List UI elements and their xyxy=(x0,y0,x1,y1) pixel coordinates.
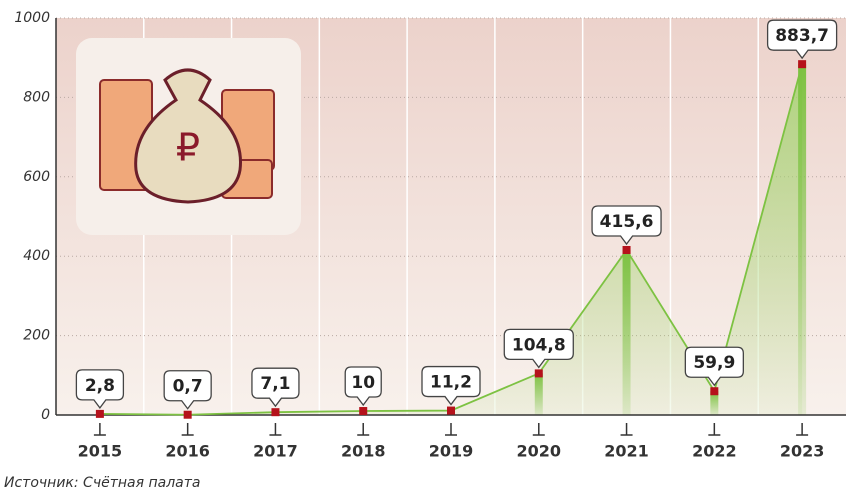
y-tick-label: 0 xyxy=(41,407,50,423)
x-tick-label: 2015 xyxy=(78,442,123,461)
y-tick-label: 800 xyxy=(23,89,50,105)
x-tick-label: 2018 xyxy=(341,442,386,461)
marker xyxy=(710,387,718,395)
stem xyxy=(798,64,806,415)
stem xyxy=(535,373,543,415)
marker xyxy=(535,369,543,377)
value-label: 0,7 xyxy=(173,377,203,397)
icon: ₽ xyxy=(76,38,301,235)
value-label: 2,8 xyxy=(85,376,115,396)
value-label: 415,6 xyxy=(600,212,654,232)
value-label: 59,9 xyxy=(693,353,735,373)
value-label: 104,8 xyxy=(512,335,566,355)
y-tick-label: 1000 xyxy=(14,10,50,26)
value-label: 11,2 xyxy=(430,373,472,393)
x-tick-label: 2023 xyxy=(780,442,825,461)
x-tick-label: 2017 xyxy=(253,442,298,461)
marker xyxy=(623,246,631,254)
x-tick-label: 2016 xyxy=(165,442,210,461)
value-label: 883,7 xyxy=(775,26,829,46)
marker xyxy=(184,411,192,419)
marker xyxy=(96,410,104,418)
value-label: 10 xyxy=(351,373,375,393)
stem xyxy=(623,250,631,415)
y-tick-label: 600 xyxy=(23,169,50,185)
y-tick-label: 400 xyxy=(23,248,50,264)
x-tick-label: 2022 xyxy=(692,442,737,461)
y-tick-label: 200 xyxy=(23,328,50,344)
svg-text:₽: ₽ xyxy=(176,126,200,170)
marker xyxy=(271,408,279,416)
marker xyxy=(447,407,455,415)
x-tick-label: 2021 xyxy=(604,442,649,461)
value-label: 7,1 xyxy=(260,374,290,394)
source: Источник: Счётная палата xyxy=(4,475,200,491)
chart: ₽ 0 200 400 600 800 1000 2015 2,8 2016 0,7 2017 7,1… xyxy=(0,0,846,495)
marker xyxy=(798,60,806,68)
x-tick-label: 2019 xyxy=(429,442,474,461)
marker xyxy=(359,407,367,415)
x-tick-label: 2020 xyxy=(517,442,562,461)
